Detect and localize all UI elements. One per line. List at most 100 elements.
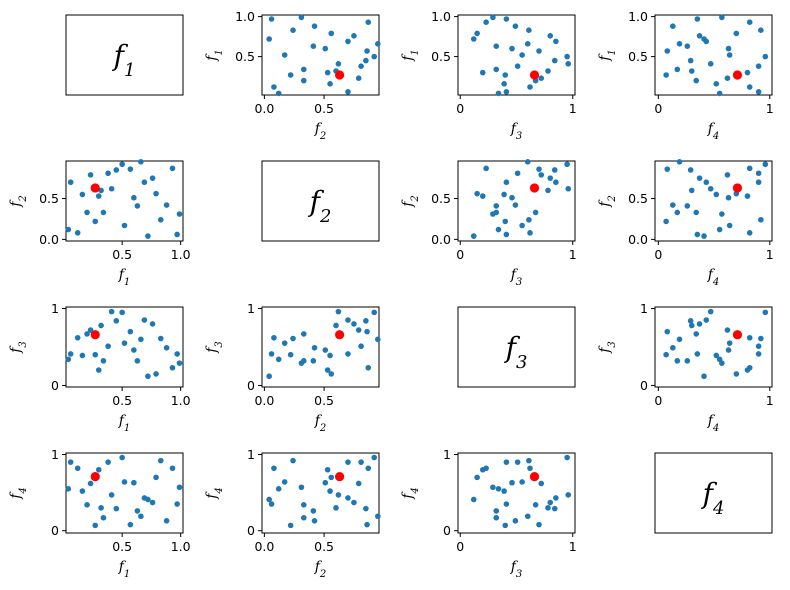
panel-f3-vs-f4: 0 1 0 1 f4 f3 bbox=[597, 301, 774, 433]
y-tick-label: 1 bbox=[443, 447, 451, 462]
scatter-point bbox=[755, 343, 762, 350]
scatter-point bbox=[363, 57, 369, 64]
scatter-point bbox=[526, 457, 532, 464]
scatter-point bbox=[375, 41, 381, 47]
scatter-point bbox=[713, 191, 720, 198]
scatter-point bbox=[688, 322, 695, 329]
scatter-point bbox=[176, 360, 183, 366]
scatter-point bbox=[67, 179, 74, 186]
scatter-point bbox=[322, 45, 329, 52]
scatter-point bbox=[300, 502, 307, 508]
scatter-point bbox=[758, 27, 764, 33]
y-axis-label: f4 bbox=[400, 487, 421, 500]
scatter-point bbox=[145, 233, 151, 239]
scatter-point bbox=[138, 336, 144, 343]
scatter-point bbox=[345, 89, 351, 95]
scatter-point bbox=[92, 351, 99, 358]
scatter-point bbox=[509, 194, 515, 201]
scatter-point bbox=[470, 233, 477, 239]
scatter-point bbox=[524, 513, 531, 520]
x-axis-label: f1 bbox=[118, 267, 131, 288]
scatter-point bbox=[502, 522, 509, 529]
scatter-point bbox=[355, 75, 362, 81]
scatter-point bbox=[174, 351, 180, 357]
scatter-point bbox=[67, 351, 74, 357]
scatter-point bbox=[565, 61, 572, 67]
scatter-point bbox=[134, 508, 141, 514]
scatter-point bbox=[335, 61, 342, 67]
scatter-point bbox=[176, 484, 183, 491]
scatter-point bbox=[108, 492, 115, 498]
y-axis-label: f2 bbox=[597, 195, 618, 208]
scatter-point bbox=[746, 334, 753, 341]
scatter-point bbox=[495, 486, 502, 492]
scatter-point bbox=[141, 179, 148, 186]
x-tick-label: 0.5 bbox=[314, 393, 334, 408]
scatter-point bbox=[300, 77, 307, 84]
scatter-point bbox=[565, 492, 572, 498]
scatter-point bbox=[474, 190, 480, 197]
panel-frame bbox=[457, 160, 576, 242]
scatter-point bbox=[74, 465, 81, 472]
scatter-point bbox=[758, 335, 764, 342]
scatter-point bbox=[744, 193, 751, 199]
y-tick-label: 1.0 bbox=[235, 9, 255, 24]
scatter-point bbox=[363, 318, 369, 324]
scatter-point bbox=[762, 161, 769, 168]
scatter-point bbox=[758, 216, 764, 223]
panel-frame bbox=[261, 160, 380, 242]
scatter-point bbox=[375, 513, 381, 520]
scatter-point bbox=[493, 514, 500, 521]
y-axis-label: f3 bbox=[204, 341, 225, 354]
scatter-point bbox=[351, 321, 357, 327]
highlighted-point bbox=[732, 330, 743, 340]
scatter-point bbox=[169, 364, 176, 371]
scatter-point bbox=[553, 179, 559, 186]
panel-frame bbox=[261, 306, 380, 388]
scatter-point bbox=[547, 175, 554, 181]
x-axis-label: f4 bbox=[707, 267, 720, 288]
x-tick-label: 0.5 bbox=[314, 101, 334, 116]
scatter-point bbox=[670, 23, 676, 30]
scatter-point bbox=[490, 211, 496, 217]
y-tick-label: 1 bbox=[51, 447, 59, 462]
scatter-point bbox=[84, 502, 90, 508]
scatter-matrix-panels: f1 0.0 0.5 0.5 1.0 f2 f1 0 1 0.5 1.0 f3 f1 0 1 0.5 1.0 f4… bbox=[8, 9, 774, 579]
scatter-point bbox=[327, 488, 333, 494]
scatter-point bbox=[287, 72, 294, 78]
x-axis-label: f4 bbox=[707, 413, 720, 434]
panel-f3-vs-f2: 0.0 0.5 0 1 f2 f3 bbox=[204, 301, 381, 434]
scatter-point bbox=[275, 356, 282, 363]
scatter-point bbox=[664, 328, 671, 335]
scatter-point bbox=[87, 480, 94, 487]
scatter-point bbox=[345, 459, 351, 465]
scatter-point bbox=[538, 172, 545, 178]
scatter-point bbox=[684, 43, 691, 49]
y-tick-label: 1 bbox=[247, 447, 255, 462]
panel-f4-vs-f2: 0.0 0.5 0 1 f2 f4 bbox=[204, 447, 381, 580]
scatter-point bbox=[163, 344, 170, 351]
scatter-point bbox=[364, 48, 370, 54]
x-tick-label: 0.5 bbox=[112, 539, 132, 554]
scatter-point bbox=[553, 38, 559, 45]
x-tick-label: 1 bbox=[569, 539, 577, 554]
scatter-point bbox=[365, 465, 372, 472]
scatter-point bbox=[674, 66, 681, 73]
scatter-point bbox=[127, 166, 134, 172]
x-tick-label: 1 bbox=[766, 101, 774, 116]
panel-f3-vs-f3: f3 bbox=[457, 306, 576, 388]
panel-frame bbox=[261, 14, 380, 96]
scatter-point bbox=[503, 89, 510, 95]
scatter-point bbox=[328, 474, 335, 481]
scatter-point bbox=[495, 226, 502, 233]
scatter-point bbox=[564, 454, 570, 461]
scatter-point bbox=[310, 358, 317, 364]
scatter-point bbox=[674, 209, 681, 216]
scatter-point bbox=[149, 499, 156, 506]
x-tick-label: 1 bbox=[766, 247, 774, 262]
panel-f1-vs-f3: 0 1 0.5 1.0 f3 f1 bbox=[400, 9, 577, 141]
scatter-point bbox=[300, 514, 307, 521]
scatter-point bbox=[509, 479, 515, 486]
scatter-point bbox=[138, 159, 144, 165]
